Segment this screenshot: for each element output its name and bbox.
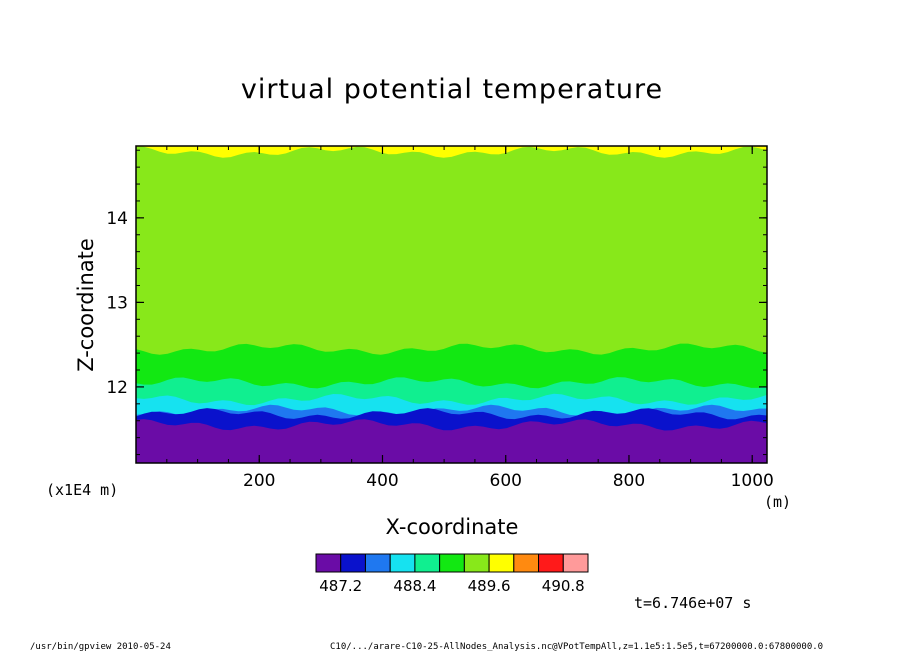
colorbar-swatch bbox=[364, 553, 391, 573]
colorbar-swatch bbox=[414, 553, 441, 573]
colorbar-tick-label: 489.6 bbox=[468, 577, 511, 595]
contour-bands bbox=[136, 146, 767, 463]
colorbar-swatch bbox=[315, 553, 342, 573]
y-tick-label: 13 bbox=[106, 293, 128, 313]
colorbar-swatch bbox=[340, 553, 366, 573]
colorbar-swatch bbox=[538, 553, 564, 573]
colorbar-tick-label: 490.8 bbox=[542, 577, 585, 595]
y-axis: 12 13 14 bbox=[106, 149, 767, 456]
contour-band-486.8 bbox=[136, 419, 767, 463]
chart-title: virtual potential temperature bbox=[240, 74, 664, 105]
colorbar-swatch bbox=[463, 553, 490, 573]
x-tick-label: 200 bbox=[243, 471, 275, 491]
x-axis: 200 400 600 800 1000 bbox=[166, 146, 774, 491]
colorbar-swatch bbox=[439, 553, 465, 573]
x-axis-label: X-coordinate bbox=[385, 515, 519, 539]
colorbar: 487.2 488.4 489.6 490.8 bbox=[315, 553, 589, 595]
time-label: t=6.746e+07 s bbox=[634, 594, 752, 612]
footer-right: C10/.../arare-C10-25-AllNodes_Analysis.n… bbox=[330, 642, 824, 652]
plot-frame bbox=[135, 145, 768, 464]
colorbar-tick-label: 487.2 bbox=[319, 577, 362, 595]
x-tick-label: 800 bbox=[613, 471, 645, 491]
footer-left: /usr/bin/gpview 2010-05-24 bbox=[30, 642, 171, 652]
x-tick-label: 600 bbox=[490, 471, 522, 491]
colorbar-swatch bbox=[488, 553, 515, 573]
x-tick-label: 1000 bbox=[731, 471, 774, 491]
colorbar-swatch bbox=[389, 553, 416, 573]
y-tick-label: 14 bbox=[106, 209, 128, 229]
colorbar-tick-label: 488.4 bbox=[393, 577, 436, 595]
x-axis-unit: (m) bbox=[764, 493, 792, 511]
colorbar-swatch bbox=[513, 553, 540, 573]
y-tick-label: 12 bbox=[106, 378, 128, 398]
colorbar-swatch bbox=[562, 553, 589, 573]
y-axis-scale-note: (x1E4 m) bbox=[46, 481, 119, 499]
x-tick-label: 400 bbox=[366, 471, 398, 491]
y-axis-label: Z-coordinate bbox=[74, 238, 98, 372]
